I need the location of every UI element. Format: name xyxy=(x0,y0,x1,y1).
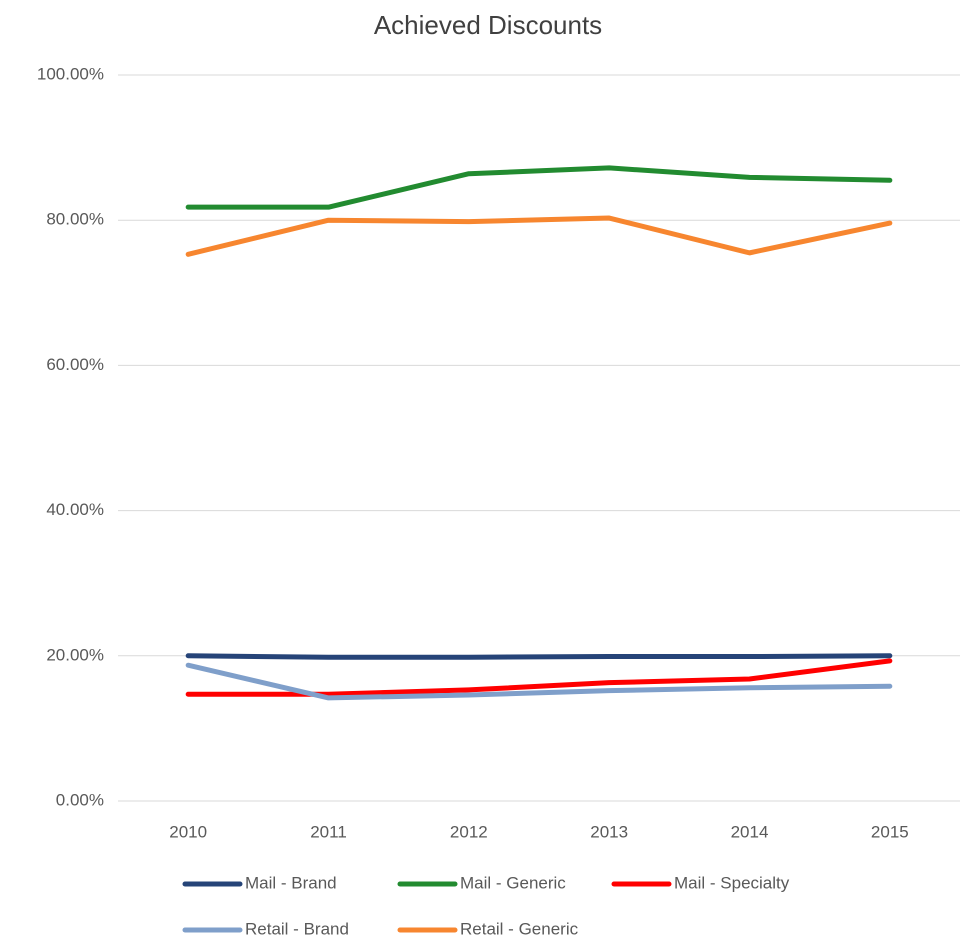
x-tick-label: 2013 xyxy=(590,822,628,841)
legend-label: Mail - Generic xyxy=(460,873,566,892)
y-tick-label: 20.00% xyxy=(46,645,104,664)
y-tick-label: 40.00% xyxy=(46,500,104,519)
series-line xyxy=(185,662,893,701)
legend-label: Retail - Brand xyxy=(245,919,349,938)
y-tick-label: 60.00% xyxy=(46,355,104,374)
legend-label: Mail - Specialty xyxy=(674,873,790,892)
series-line xyxy=(185,215,893,257)
series-line xyxy=(185,653,893,660)
x-tick-label: 2011 xyxy=(310,822,347,841)
y-tick-label: 80.00% xyxy=(46,210,104,229)
x-tick-label: 2015 xyxy=(871,822,909,841)
legend-label: Retail - Generic xyxy=(460,919,579,938)
y-tick-label: 0.00% xyxy=(56,790,104,809)
chart-title: Achieved Discounts xyxy=(374,10,602,40)
series-line xyxy=(185,165,893,210)
x-tick-label: 2010 xyxy=(169,822,207,841)
y-tick-label: 100.00% xyxy=(37,64,104,83)
x-tick-label: 2014 xyxy=(731,822,769,841)
x-tick-label: 2012 xyxy=(450,822,488,841)
legend-label: Mail - Brand xyxy=(245,873,337,892)
